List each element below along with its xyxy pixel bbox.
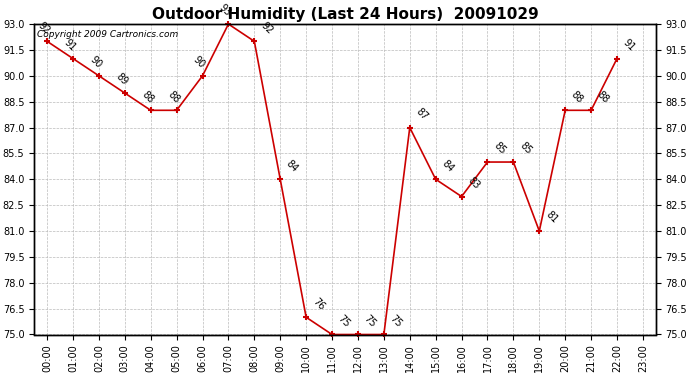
Text: 90: 90 xyxy=(88,54,103,70)
Text: 92: 92 xyxy=(36,20,52,36)
Text: 76: 76 xyxy=(310,296,326,312)
Text: 88: 88 xyxy=(595,89,611,105)
Text: 88: 88 xyxy=(139,89,155,105)
Text: 87: 87 xyxy=(414,106,430,122)
Text: 85: 85 xyxy=(492,141,507,156)
Text: 84: 84 xyxy=(440,158,455,174)
Text: 75: 75 xyxy=(362,313,378,329)
Text: 91: 91 xyxy=(621,37,637,53)
Text: 92: 92 xyxy=(259,20,275,36)
Text: 93: 93 xyxy=(217,3,233,18)
Text: 75: 75 xyxy=(336,313,352,329)
Text: 89: 89 xyxy=(114,72,130,87)
Text: Copyright 2009 Cartronics.com: Copyright 2009 Cartronics.com xyxy=(37,30,179,39)
Text: 75: 75 xyxy=(388,313,404,329)
Text: 85: 85 xyxy=(518,141,533,156)
Text: 88: 88 xyxy=(569,89,585,105)
Text: 81: 81 xyxy=(544,210,559,225)
Text: 88: 88 xyxy=(166,89,181,105)
Text: 91: 91 xyxy=(62,37,77,53)
Text: 90: 90 xyxy=(191,54,207,70)
Text: 83: 83 xyxy=(466,175,482,191)
Title: Outdoor Humidity (Last 24 Hours)  20091029: Outdoor Humidity (Last 24 Hours) 2009102… xyxy=(152,6,538,21)
Text: 84: 84 xyxy=(284,158,300,174)
